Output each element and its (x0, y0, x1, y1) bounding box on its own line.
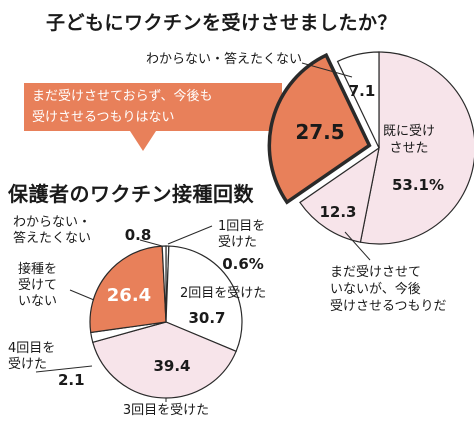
pie2-leader-line (139, 239, 163, 247)
chart-subtitle: 保護者のワクチン接種回数 (8, 182, 254, 206)
pie2-label: 受けた (8, 357, 47, 372)
pie2-label: いない (18, 294, 57, 309)
pie2-leader-line (35, 365, 93, 373)
pie2-value: 0.6% (222, 255, 264, 273)
pie2-leader-line (167, 225, 213, 245)
pie1-slice (359, 51, 474, 245)
pie1-slice (299, 146, 380, 243)
pie1-label: まだ受けさせて (330, 265, 421, 280)
pie2-slice (89, 245, 167, 334)
pie2-slice (165, 245, 243, 353)
pie1-label: わからない・答えたくない (146, 51, 302, 67)
pie2-leader-line (69, 289, 95, 301)
callout-arrow-icon (130, 131, 156, 151)
pie1-value: 7.1 (349, 82, 376, 100)
pie2-value: 30.7 (188, 309, 225, 327)
pie2-slice (161, 245, 167, 323)
pie2-label: 接種を (18, 261, 57, 277)
pie2-value: 26.4 (107, 285, 151, 306)
pie2-label: わからない・ (13, 215, 91, 230)
pie2-value: 39.4 (153, 357, 190, 375)
pie1-value: 12.3 (319, 203, 356, 221)
pie1-slice (267, 52, 372, 205)
pie2-value: 2.1 (58, 371, 85, 389)
pie2-value: 0.8 (125, 226, 152, 244)
callout-line-2: 受けさせるつもりはない (32, 110, 175, 125)
pie1-label: 受けさせるつもりだ (330, 299, 446, 314)
pie1-label: 既に受け (383, 124, 435, 139)
chart-title: 子どもにワクチンを受けさせましたか？ (46, 12, 398, 34)
pie2-label: 受けた (218, 235, 257, 250)
pie1-label: いないが、今後 (330, 281, 421, 297)
pie2-label: 受けて (18, 278, 57, 293)
callout-line-1: まだ受けさせておらず、今後も (32, 89, 213, 104)
pie1-value: 53.1% (392, 176, 444, 194)
pie2-label: 3回目を受けた (123, 403, 209, 418)
pie2-label: 1回目を (218, 219, 265, 234)
callout-banner: まだ受けさせておらず、今後も 受けさせるつもりはない (24, 83, 282, 131)
pie2-label: 4回目を (8, 341, 55, 356)
pie1-leader-line (344, 231, 371, 261)
pie1-leader-line (301, 62, 353, 78)
pie2-slice (92, 321, 237, 399)
pie1-value: 27.5 (295, 120, 344, 144)
pie2-label: 2回目を受けた (180, 286, 266, 301)
pie1-label: させた (389, 141, 428, 156)
pie2-label: 答えたくない (13, 230, 91, 246)
